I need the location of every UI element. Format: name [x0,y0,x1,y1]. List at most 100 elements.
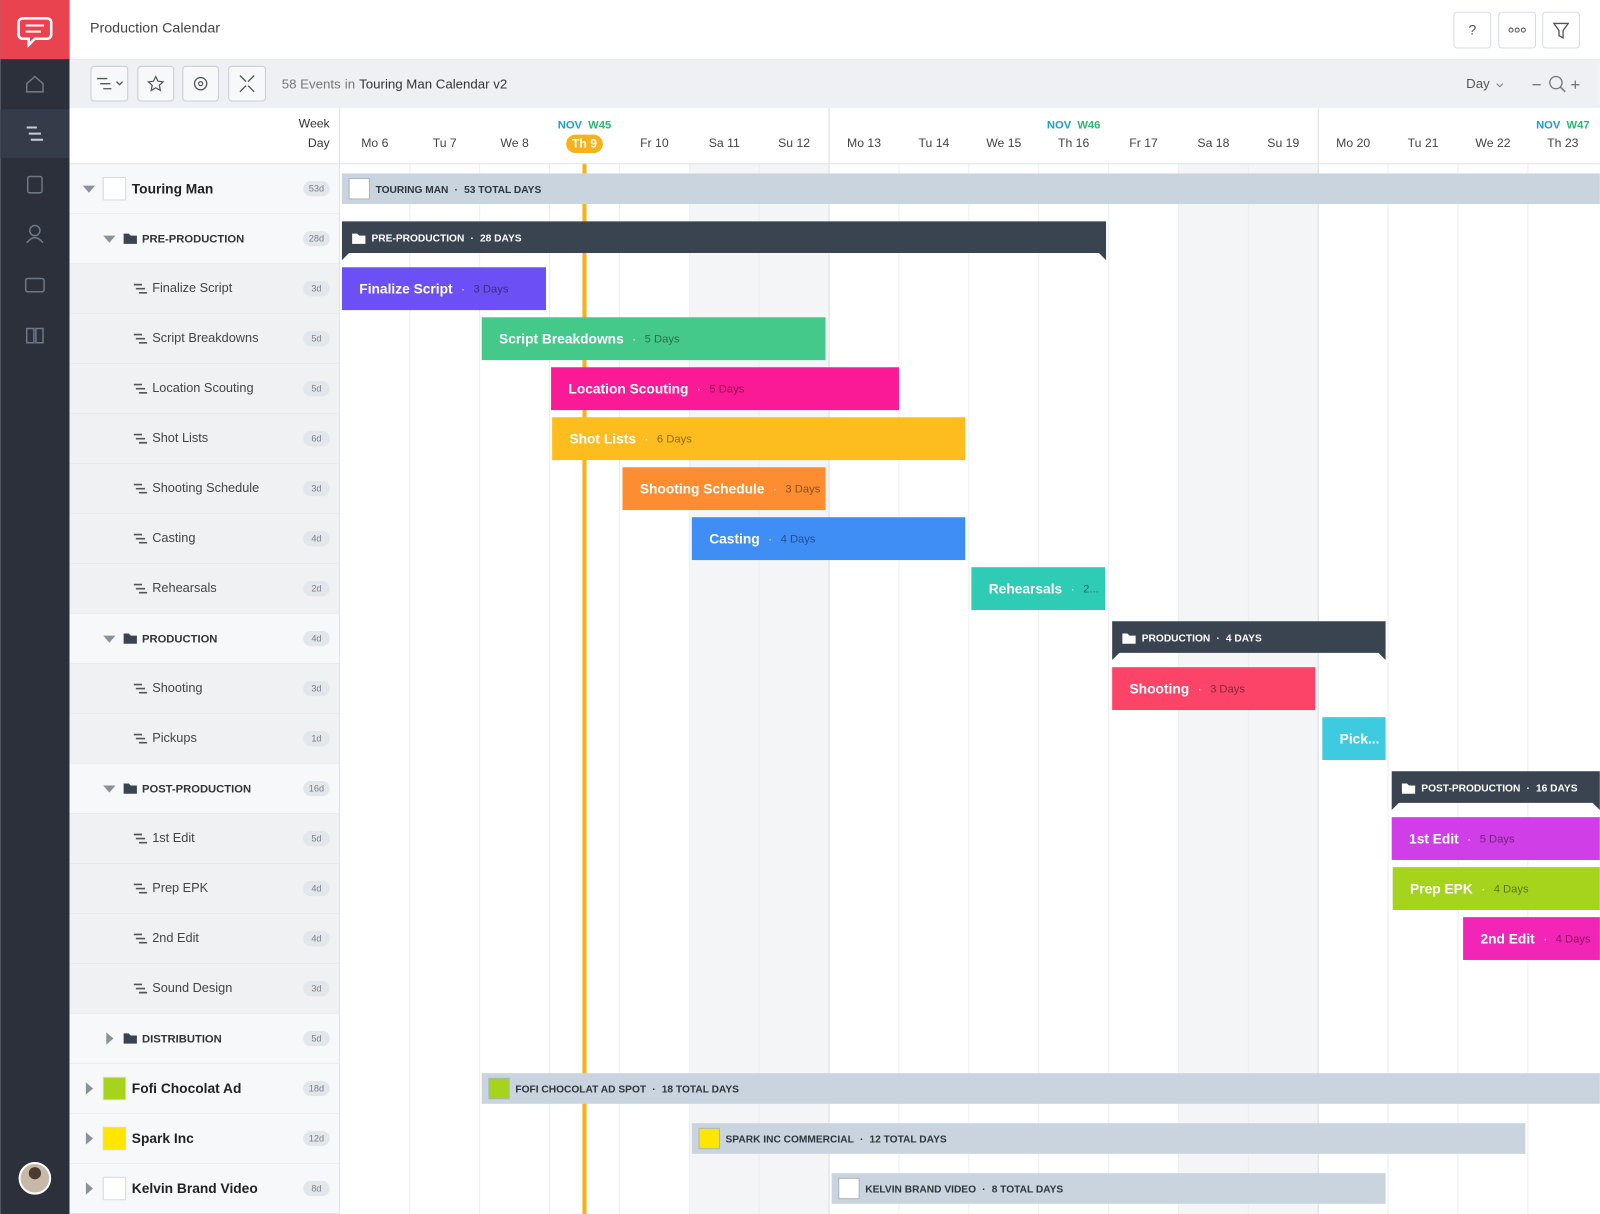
duration-text: 53d [309,184,324,194]
day-label: Th 16 [1058,136,1089,150]
bar-separator: · [1543,931,1548,946]
expand-toggle[interactable] [85,1182,94,1195]
week-number: W46 [1077,119,1100,131]
task-label[interactable]: Rehearsals [152,580,216,595]
group-bar[interactable] [1391,771,1600,811]
zoom-in[interactable] [1571,80,1580,89]
project-label[interactable]: Fofi Chocolat Ad [132,1081,242,1096]
group-label[interactable]: PRE-PRODUCTION [142,234,244,246]
help-button[interactable] [1453,11,1492,49]
week-heading: NOV W47 [1536,119,1590,131]
nav-home[interactable] [25,75,44,93]
task-bar[interactable] [971,567,1106,611]
bar-separator: · [1481,881,1486,896]
expand-toggle[interactable] [103,235,116,243]
settings-button[interactable] [182,65,220,102]
task-bar[interactable] [481,317,826,361]
duration-text: 8d [311,1183,321,1193]
project-label[interactable]: Kelvin Brand Video [132,1181,258,1196]
project-bar[interactable] [831,1173,1386,1204]
project-label[interactable]: Touring Man [132,181,214,196]
task-label[interactable]: Finalize Script [152,280,233,295]
bar-label: Pick... [1340,731,1380,746]
bar-separator: · [697,381,702,396]
task-bar[interactable] [1392,867,1600,910]
task-label[interactable]: 2nd Edit [152,930,199,945]
project-bar[interactable] [481,1073,1600,1104]
task-bar[interactable] [691,517,966,561]
expand-toggle[interactable] [85,1132,94,1145]
task-bar-text: Prep EPK · 4 Days [1410,881,1529,896]
nav-docs[interactable] [26,175,43,194]
expand-toggle[interactable] [106,1032,114,1045]
expand-toggle[interactable] [103,785,116,793]
task-label[interactable]: Shooting [152,680,202,695]
more-button[interactable] [1498,11,1537,49]
project-bar[interactable] [691,1123,1526,1154]
task-icon [133,283,148,294]
events-in: in [345,76,355,91]
bar-detail: 4 Days [1556,934,1591,946]
filter-button[interactable] [1542,11,1580,49]
group-label[interactable]: POST-PRODUCTION [142,784,251,796]
task-label[interactable]: Casting [152,530,195,545]
task-label[interactable]: Pickups [152,730,197,745]
task-icon [133,483,148,494]
folder-icon [123,783,137,794]
bar-label: Casting [709,531,759,546]
task-bar[interactable] [1112,667,1316,711]
settings-icon [193,76,208,91]
nav-schedule[interactable] [26,126,44,141]
group-bar-text: POST-PRODUCTION · 16 DAYS [1421,783,1577,794]
task-icon [133,733,148,744]
task-bar[interactable] [552,417,966,461]
duration-text: 18d [309,1083,324,1093]
project-label[interactable]: Spark Inc [132,1131,194,1146]
task-bar[interactable] [1322,717,1386,761]
duration-badge [303,630,330,647]
task-bar[interactable] [551,367,899,411]
task-bar[interactable] [341,267,546,311]
task-icon [133,983,148,994]
task-label[interactable]: 1st Edit [152,830,195,845]
day-label: Mo 20 [1336,136,1370,150]
task-label[interactable]: Location Scouting [152,380,253,395]
group-bar-text: PRE-PRODUCTION · 28 DAYS [372,233,522,244]
task-bar[interactable] [622,467,826,511]
expand-toggle[interactable] [103,635,116,643]
row-panel [69,213,339,264]
expand-toggle[interactable] [82,185,96,193]
row-panel [69,663,339,714]
collapse-button[interactable] [228,65,266,102]
group-label[interactable]: PRODUCTION [142,634,217,646]
folder-icon [123,1033,137,1044]
view-select[interactable]: Day [1466,76,1490,91]
duration-badge [303,431,330,447]
nav-people[interactable] [29,224,41,237]
task-label[interactable]: Script Breakdowns [152,330,258,345]
group-label[interactable]: DISTRIBUTION [142,1034,222,1046]
expand-toggle[interactable] [85,1082,94,1095]
task-label[interactable]: Shot Lists [152,430,208,445]
nav-book[interactable] [25,327,44,344]
task-icon [133,833,148,844]
week-month: NOV [558,119,583,131]
row-panel [69,313,339,364]
task-label[interactable]: Prep EPK [152,880,208,895]
folder-icon [123,633,137,644]
group-bar[interactable] [1112,621,1386,661]
bar-separator: · [1526,783,1529,794]
task-label[interactable]: Shooting Schedule [152,480,259,495]
task-label[interactable]: Sound Design [152,980,232,995]
nav-vip[interactable] [24,277,45,293]
bar-separator: · [1070,581,1075,596]
group-bar[interactable] [341,221,1107,261]
task-bar[interactable] [1391,817,1600,861]
task-bar[interactable] [1463,917,1600,960]
logo[interactable] [0,0,70,60]
day-label: Su 12 [778,136,810,150]
favorite-button[interactable] [137,65,175,102]
duration-badge [303,880,330,897]
project-bar[interactable] [341,173,1600,205]
day-label: Fr 17 [1129,136,1158,150]
